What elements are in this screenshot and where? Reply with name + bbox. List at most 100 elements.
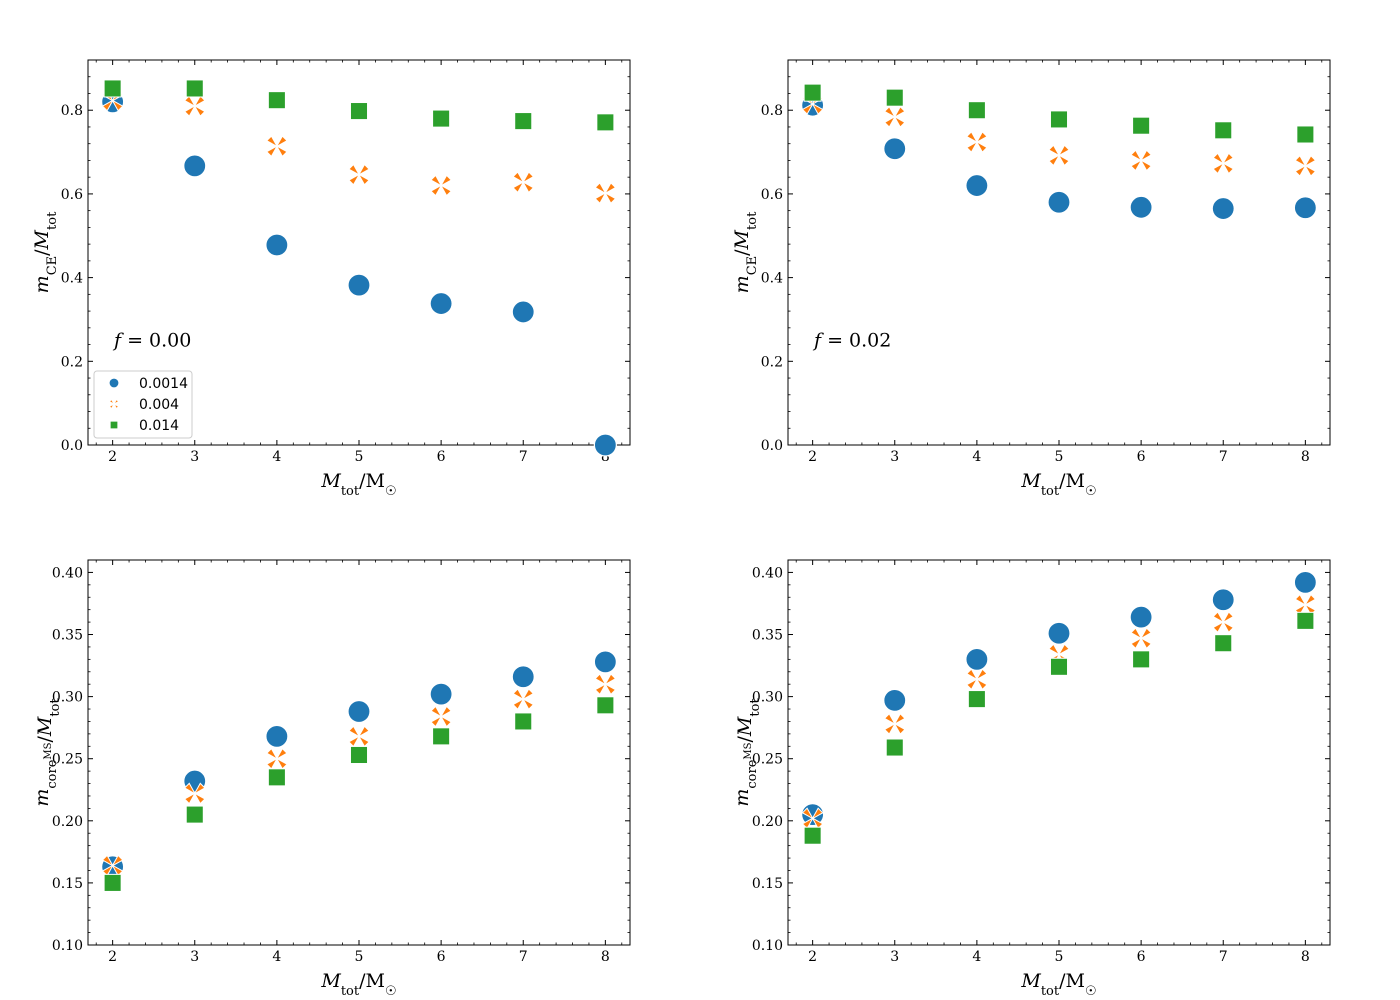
point-square	[103, 873, 122, 892]
point-x	[1294, 154, 1317, 177]
legend-marker-square	[109, 420, 119, 430]
point-circle	[965, 173, 989, 198]
point-circle	[1129, 605, 1153, 629]
point-x	[801, 807, 824, 830]
x-tick-label: 6	[437, 449, 446, 465]
point-circle	[883, 137, 907, 161]
point-x	[430, 705, 453, 728]
point-square	[1296, 611, 1315, 630]
point-x	[512, 688, 535, 711]
legend-marker-circle	[108, 377, 120, 389]
point-circle	[511, 665, 535, 689]
axes-frame	[787, 559, 1331, 946]
point-x	[101, 854, 124, 877]
point-x	[348, 163, 370, 186]
y-tick-label: 0.10	[52, 938, 83, 954]
series-0.004	[801, 593, 1317, 830]
series-0.004	[801, 92, 1317, 177]
point-circle	[1293, 196, 1317, 220]
point-square	[349, 745, 369, 765]
y-tick-label: 0.20	[752, 814, 783, 830]
x-tick-label: 2	[108, 949, 117, 965]
y-tick-label: 0.10	[752, 938, 783, 954]
point-square	[1214, 634, 1233, 653]
series-0.004	[101, 89, 617, 205]
point-square	[349, 102, 369, 121]
panel-2: 2 3 4 5 6 7 8 0.0 0.2 0.4 0.6 0.8 Mtot/M☉ mCE/Mtot f =…	[731, 59, 1331, 499]
x-axis-label: Mtot/M☉	[320, 970, 396, 999]
point-circle	[347, 273, 371, 297]
point-circle	[883, 688, 907, 712]
point-square	[596, 696, 615, 715]
point-circle	[265, 724, 289, 748]
point-x	[265, 135, 288, 158]
series-0.014	[103, 79, 615, 132]
point-x	[883, 105, 906, 128]
point-square	[885, 88, 904, 107]
point-circle	[1129, 195, 1153, 219]
y-tick-label: 0.4	[761, 271, 783, 287]
y-tick-label: 0.8	[761, 103, 783, 119]
y-axis-label: mCE/Mtot	[731, 211, 760, 293]
x-tick-label: 2	[108, 449, 117, 465]
point-square	[1049, 657, 1069, 676]
x-tick-label: 4	[972, 449, 981, 465]
point-circle	[347, 699, 371, 724]
y-tick-label: 0.35	[52, 628, 83, 644]
point-circle	[965, 647, 989, 671]
x-tick-label: 4	[272, 449, 281, 465]
point-square	[967, 101, 986, 120]
point-x	[1130, 627, 1153, 650]
x-tick-label: 7	[1219, 949, 1228, 965]
y-tick-label: 0.15	[752, 876, 783, 892]
legend-marker-x	[108, 398, 120, 410]
point-x	[183, 782, 206, 805]
point-circle	[593, 433, 617, 457]
x-tick-label: 6	[437, 949, 446, 965]
x-tick-label: 8	[1301, 949, 1310, 965]
point-x	[512, 171, 535, 194]
x-tick-label: 6	[1137, 449, 1146, 465]
point-x	[1294, 593, 1317, 616]
y-tick-label: 0.25	[52, 752, 83, 768]
point-circle	[1047, 190, 1071, 214]
y-tick-label: 0.8	[61, 103, 83, 119]
x-tick-label: 8	[1301, 449, 1310, 465]
panel-1: 2 3 4 5 6 7 8 0.0 0.2 0.4 0.6 0.8 Mtot/M☉ mCE/Mtot f =…	[31, 59, 631, 499]
point-square	[1214, 121, 1233, 140]
panel-annotation: f = 0.00	[112, 329, 191, 351]
y-tick-label: 0.0	[761, 438, 783, 454]
point-square	[803, 83, 822, 102]
panel-4: 2 3 4 5 6 7 8 0.10 0.15 0.20 0.25 0.30 0.35 0.40 Mtot/…	[731, 559, 1331, 999]
panel-3: 2 3 4 5 6 7 8 0.10 0.15 0.20 0.25 0.30 0.35 0.40 Mtot/…	[31, 559, 631, 999]
x-axis-label: Mtot/M☉	[320, 470, 396, 499]
y-tick-label: 0.25	[752, 752, 783, 768]
x-tick-label: 3	[890, 949, 899, 965]
point-x	[348, 725, 370, 748]
point-circle	[183, 154, 207, 178]
point-square	[1132, 116, 1151, 135]
point-square	[1049, 110, 1069, 129]
y-tick-label: 0.2	[61, 354, 83, 370]
x-tick-label: 4	[972, 949, 981, 965]
point-x	[1212, 152, 1235, 175]
series-0.014	[803, 611, 1315, 845]
x-tick-label: 2	[808, 949, 817, 965]
point-square	[185, 79, 204, 98]
y-tick-label: 0.20	[52, 814, 83, 830]
x-tick-label: 2	[808, 449, 817, 465]
x-tick-label: 3	[190, 949, 199, 965]
point-square	[432, 109, 451, 128]
y-tick-label: 0.6	[61, 187, 83, 203]
y-axis-label: mCE/Mtot	[31, 211, 60, 293]
point-square	[514, 712, 533, 731]
y-tick-label: 0.2	[761, 354, 783, 370]
point-x	[430, 174, 453, 197]
y-tick-label: 0.15	[52, 876, 83, 892]
point-square	[267, 91, 286, 110]
panel-annotation: f = 0.02	[812, 329, 891, 351]
x-tick-label: 5	[355, 949, 364, 965]
point-square	[1132, 650, 1151, 669]
point-circle	[1211, 588, 1235, 612]
